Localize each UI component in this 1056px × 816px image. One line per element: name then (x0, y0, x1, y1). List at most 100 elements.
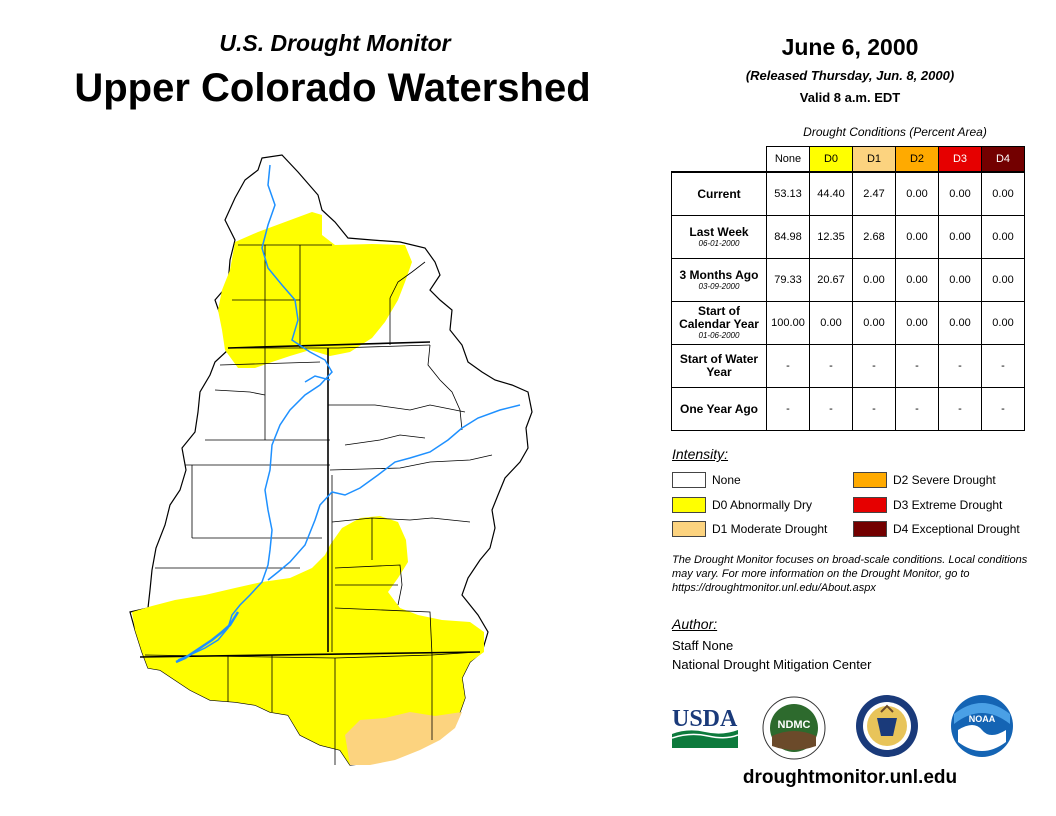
map-date: June 6, 2000 (781, 34, 919, 60)
legend-label: D3 Extreme Drought (893, 498, 1003, 512)
yampa-river (304, 375, 331, 383)
row-label: Current (671, 171, 767, 216)
legend-swatch (672, 472, 706, 488)
map-title: Upper Colorado Watershed (74, 66, 591, 110)
legend-swatch (853, 472, 887, 488)
table-cell: 0.00 (852, 301, 896, 345)
table-row: 3 Months Ago 03-09-2000 79.33 20.67 0.00 0.00… (671, 258, 1025, 302)
commerce-seal-logo (856, 695, 918, 757)
noaa-logo: NOAA (951, 695, 1013, 757)
legend-item: D0 Abnormally Dry (672, 497, 812, 513)
table-cell: - (852, 387, 896, 431)
table-row: Current 53.13 44.40 2.47 0.00 0.00 0.00 (671, 171, 1025, 216)
d0-area-south (132, 516, 484, 765)
table-row: Start of Water Year - - - - - - (671, 344, 1025, 388)
valid-time: Valid 8 a.m. EDT (799, 90, 901, 105)
table-cell: 0.00 (809, 301, 853, 345)
river-network (175, 164, 521, 664)
row-label-text: Start of Water Year (679, 352, 759, 379)
noaa-logo-text: NOAA (969, 714, 996, 724)
col-d1: D1 (852, 146, 896, 173)
website-link[interactable]: droughtmonitor.unl.edu (742, 767, 958, 788)
green-river (177, 164, 333, 661)
d1-area (345, 712, 462, 765)
colorado-river (267, 404, 521, 581)
table-cell: 53.13 (766, 171, 810, 216)
legend-swatch (853, 497, 887, 513)
table-row: Last Week 06-01-2000 84.98 12.35 2.68 0.00 0.0… (671, 215, 1025, 259)
table-cell: 0.00 (852, 258, 896, 302)
table-cell: - (809, 387, 853, 431)
author-title: Author: (672, 616, 718, 632)
legend-item: D2 Severe Drought (853, 472, 996, 488)
table-caption: Drought Conditions (Percent Area) (803, 125, 987, 139)
row-label: 3 Months Ago 03-09-2000 (671, 258, 767, 302)
table-cell: - (766, 344, 810, 388)
legend-item: None (672, 472, 741, 488)
row-label: One Year Ago (671, 387, 767, 431)
ndmc-logo-text: NDMC (778, 719, 811, 731)
row-label-text: Last Week (689, 224, 749, 239)
table-cell: 12.35 (809, 215, 853, 259)
map-subtitle: U.S. Drought Monitor (219, 30, 451, 56)
table-cell: 2.68 (852, 215, 896, 259)
row-date: 03-09-2000 (698, 281, 740, 291)
table-cell: 79.33 (766, 258, 810, 302)
table-cell: 0.00 (895, 301, 939, 345)
table-cell: - (981, 344, 1025, 388)
col-d4: D4 (981, 146, 1025, 173)
legend-label: D2 Severe Drought (893, 473, 996, 487)
legend-item: D4 Exceptional Drought (853, 521, 1020, 537)
usda-logo-text: USDA (672, 706, 738, 732)
table-cell: 2.47 (852, 171, 896, 216)
state-boundaries (139, 341, 481, 658)
table-cell: - (938, 344, 982, 388)
legend-swatch (672, 497, 706, 513)
ndmc-logo: NDMC (762, 696, 826, 760)
table-cell: 0.00 (938, 215, 982, 259)
legend-item: D1 Moderate Drought (672, 521, 827, 537)
table-cell: 0.00 (981, 215, 1025, 259)
release-date: (Released Thursday, Jun. 8, 2000) (745, 68, 955, 83)
author-org: National Drought Mitigation Center (672, 657, 872, 672)
table-cell: 0.00 (938, 258, 982, 302)
table-cell: 0.00 (895, 215, 939, 259)
row-label-text: One Year Ago (679, 401, 759, 416)
author-name: Staff None (672, 638, 734, 653)
table-cell: 0.00 (895, 171, 939, 216)
table-header-row: None D0 D1 D2 D3 D4 (672, 146, 1025, 173)
col-d3: D3 (938, 146, 982, 173)
legend-swatch (672, 521, 706, 537)
legend-label: None (712, 473, 741, 487)
table-cell: 20.67 (809, 258, 853, 302)
table-row: One Year Ago - - - - - - (671, 387, 1025, 431)
legend-title: Intensity: (672, 446, 729, 462)
table-cell: - (895, 387, 939, 431)
legend-label: D1 Moderate Drought (712, 522, 828, 536)
drought-conditions-table: None D0 D1 D2 D3 D4 Current 53.13 44.40 2.4… (671, 146, 1025, 431)
row-label-text: Current (697, 186, 741, 201)
row-label-text: Start of Calendar Year (679, 304, 759, 331)
table-cell: - (981, 387, 1025, 431)
col-d0: D0 (809, 146, 853, 173)
table-cell: 0.00 (938, 301, 982, 345)
table-cell: - (938, 387, 982, 431)
legend-label: D4 Exceptional Drought (893, 522, 1020, 536)
row-label: Start of Calendar Year 01-06-2000 (671, 301, 767, 345)
row-date: 06-01-2000 (698, 238, 740, 248)
legend-label: D0 Abnormally Dry (712, 498, 813, 512)
table-cell: 84.98 (766, 215, 810, 259)
disclaimer-note: The Drought Monitor focuses on broad-sca… (672, 554, 1028, 594)
row-label-text: 3 Months Ago (679, 267, 759, 282)
table-cell: 100.00 (766, 301, 810, 345)
table-cell: - (852, 344, 896, 388)
table-row: Start of Calendar Year 01-06-2000 100.00 0.… (671, 301, 1025, 345)
table-cell: 0.00 (981, 258, 1025, 302)
lake-powell (175, 611, 240, 664)
legend-item: D3 Extreme Drought (853, 497, 1002, 513)
row-label: Last Week 06-01-2000 (671, 215, 767, 259)
table-cell: - (895, 344, 939, 388)
usda-logo: USDA (672, 706, 738, 748)
d0-area-north (218, 212, 412, 368)
row-date: 01-06-2000 (698, 331, 740, 340)
